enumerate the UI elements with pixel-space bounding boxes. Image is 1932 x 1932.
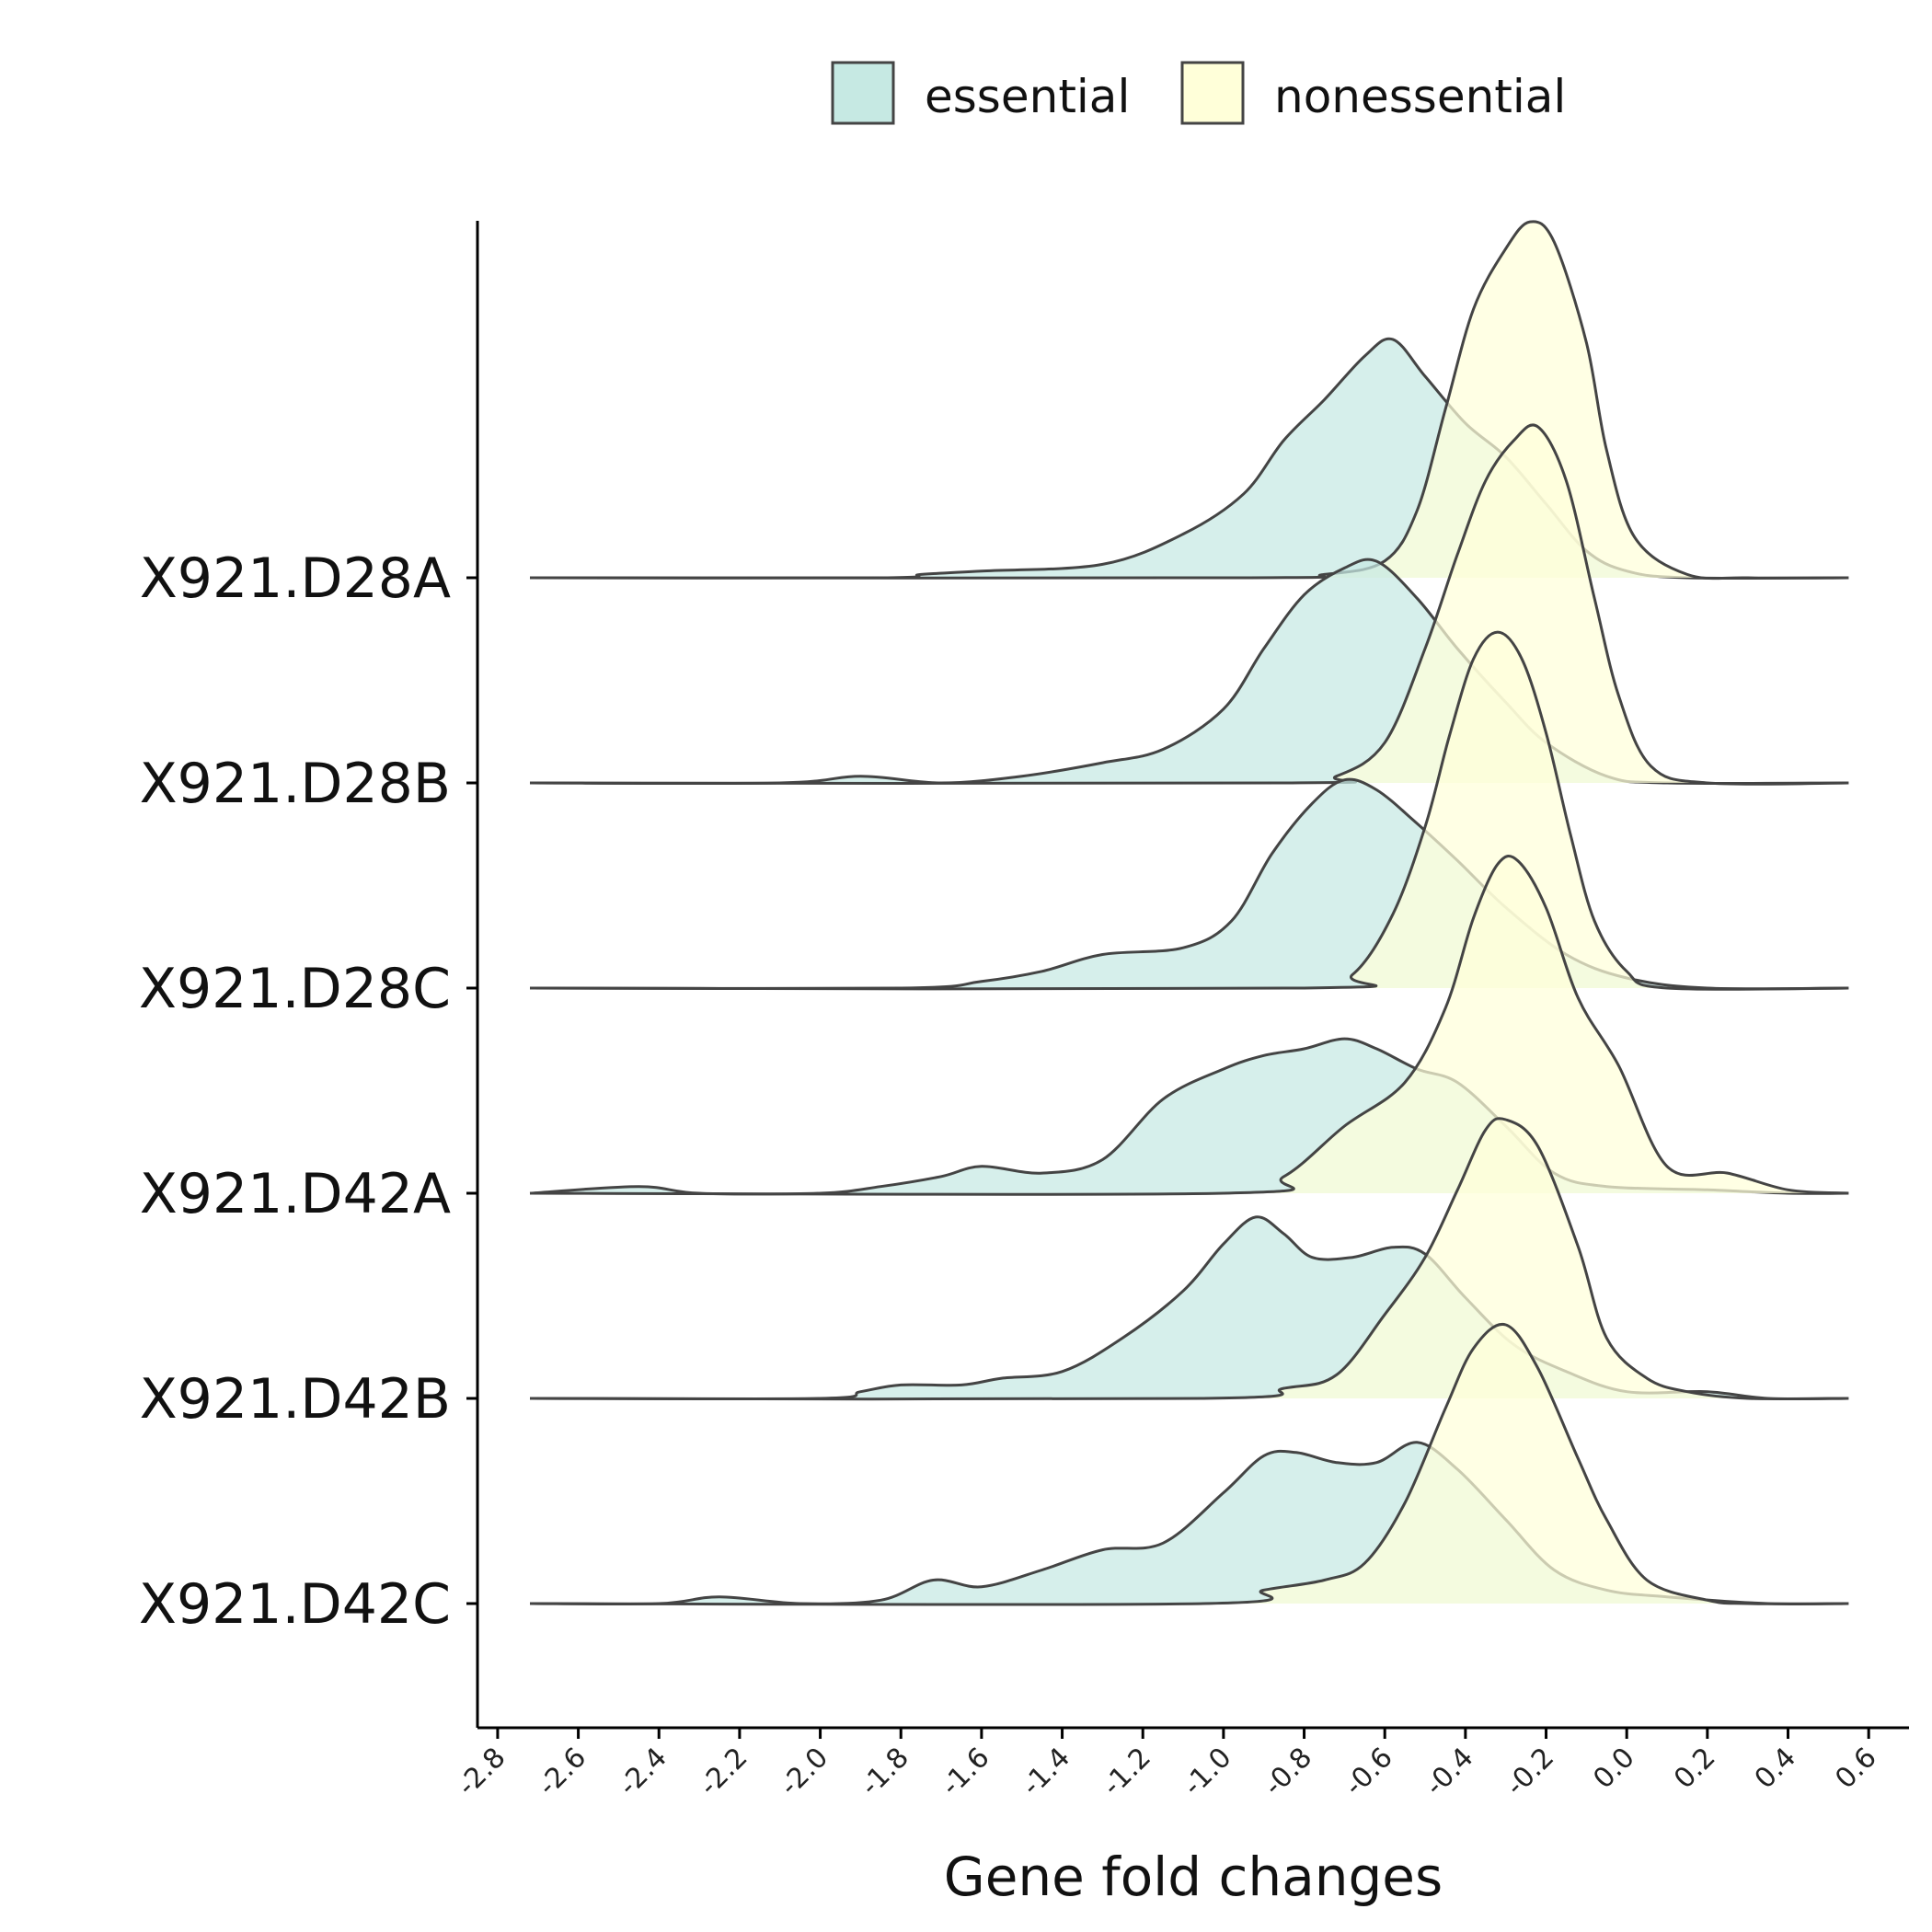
x-tick-label: 0.6: [1829, 1742, 1882, 1795]
y-ticks: X921.D28A X921.D28B X921.D28C X921.D42A X921…: [139, 546, 477, 1637]
axes: X921.D28A X921.D28B X921.D28C X921.D42A X921…: [139, 221, 1909, 1908]
x-tick-label: -0.6: [1339, 1742, 1399, 1802]
row-label: X921.D28B: [140, 752, 451, 816]
x-axis-title: Gene fold changes: [944, 1846, 1443, 1908]
legend-label-essential: essential: [925, 70, 1130, 123]
ridge-area-essential: [530, 1216, 1849, 1399]
x-tick-label: 0.0: [1587, 1742, 1640, 1795]
row-label: X921.D28A: [140, 546, 451, 611]
x-tick-label: -2.4: [613, 1742, 673, 1802]
legend-label-nonessential: nonessential: [1274, 70, 1566, 123]
x-tick-label: -2.0: [774, 1742, 834, 1802]
ridge-area-nonessential: [530, 632, 1849, 990]
legend: essential nonessential: [831, 61, 1566, 125]
x-tick-label: 0.2: [1668, 1742, 1721, 1795]
ridge-row: [529, 630, 1849, 991]
x-tick-label: -0.4: [1419, 1742, 1479, 1802]
x-tick-label: -0.2: [1500, 1742, 1560, 1802]
x-tick-label: -1.8: [855, 1742, 915, 1802]
x-tick-label: 0.4: [1749, 1742, 1802, 1795]
ridge-area-essential: [530, 339, 1849, 579]
ridges: [529, 220, 1849, 1606]
ridge-area-nonessential: [530, 424, 1849, 785]
ridge-row: [529, 220, 1849, 581]
x-ticks: -2.8 -2.6 -2.4 -2.2 -2.0 -1.8 -1.6 -1.4 -1.2 -1.0…: [451, 1728, 1883, 1802]
ridge-line-nonessential: [529, 220, 1849, 581]
x-tick-label: -2.8: [451, 1742, 512, 1802]
ridge-line-nonessential: [529, 1117, 1849, 1401]
ridge-area-nonessential: [530, 1324, 1849, 1605]
row-label: X921.D42C: [139, 1572, 451, 1637]
ridge-area-essential: [530, 779, 1849, 989]
legend-swatch-essential: [831, 61, 895, 125]
ridge-area-nonessential: [530, 1118, 1849, 1399]
row-label: X921.D28C: [139, 957, 451, 1021]
x-tick-label: -1.4: [1016, 1742, 1076, 1802]
ridge-line-nonessential: [529, 630, 1849, 991]
ridge-line-nonessential: [529, 855, 1849, 1196]
ridge-line-nonessential: [529, 423, 1849, 786]
ridge-line-nonessential: [529, 1322, 1849, 1606]
row-label: X921.D42A: [140, 1162, 451, 1226]
x-tick-label: -1.2: [1097, 1742, 1157, 1802]
row-label: X921.D42B: [140, 1367, 451, 1432]
ridge-row: [529, 423, 1849, 786]
ridge-area-essential: [530, 559, 1849, 784]
x-tick-label: -2.6: [532, 1742, 592, 1802]
ridge-area-nonessential: [530, 221, 1849, 579]
x-tick-label: -1.0: [1177, 1742, 1237, 1802]
legend-swatch-nonessential: [1180, 61, 1245, 125]
x-tick-label: -2.2: [693, 1742, 753, 1802]
ridge-row: [529, 1322, 1849, 1606]
ridge-area-nonessential: [530, 856, 1849, 1195]
ridge-row: [529, 855, 1849, 1196]
x-tick-label: -0.8: [1258, 1742, 1318, 1802]
x-tick-label: -1.6: [935, 1742, 995, 1802]
